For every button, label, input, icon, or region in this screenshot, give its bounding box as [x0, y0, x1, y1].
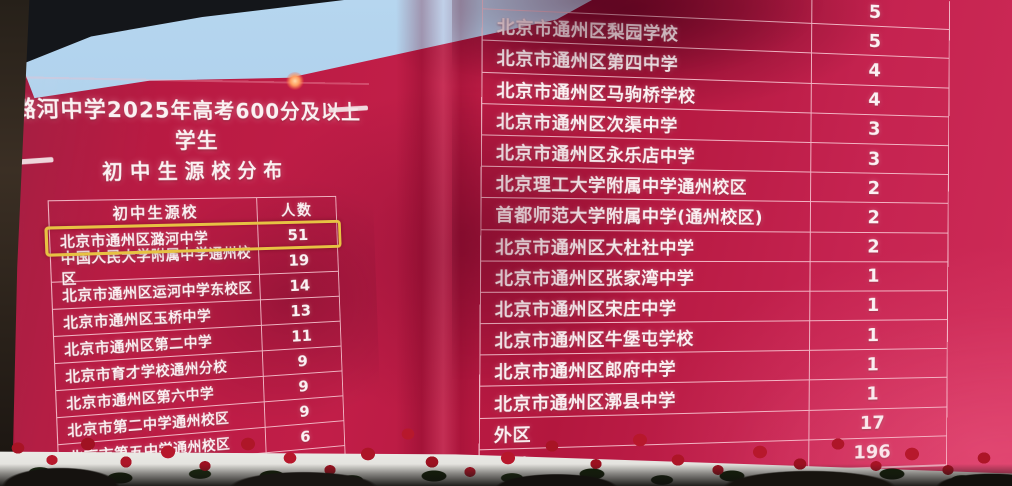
right-table-body: 5 北京市通州区梨园学校 5 北京市通州区第四中学 4 北京市通州区马驹桥学校 4 北京市通州… [479, 0, 950, 482]
student-count-cell: 3 [867, 147, 881, 170]
student-count-cell: 1 [866, 353, 879, 376]
student-count-cell: 1 [866, 382, 879, 405]
school-name-cell: 北京市通州区张家湾中学 [480, 261, 811, 292]
student-count-cell: 4 [868, 88, 881, 111]
table-row: 北京市通州区张家湾中学 1 [480, 261, 948, 293]
student-count-cell: 5 [868, 30, 882, 53]
student-count-cell: 2 [867, 236, 880, 258]
school-name-cell: 北京市通州区宋庄中学 [480, 291, 811, 324]
school-name-cell: 北京市通州区大杜社中学 [481, 229, 812, 261]
flower-bed [0, 414, 1012, 486]
page-title-line-1: 潞河中学2025年高考600分及以上学生 [12, 96, 362, 153]
student-count-cell: 1 [866, 265, 880, 287]
student-count-cell: 13 [290, 300, 312, 321]
student-count-cell: 2 [867, 177, 881, 199]
student-count-cell: 4 [868, 59, 881, 82]
table-row: 首都师范大学附属中学(通州校区) 2 [481, 198, 948, 234]
board-title: 潞河中学2025年高考600分及以上学生 初中生源校分布 [1, 93, 373, 188]
header-school-column: 初中生源校 [48, 198, 258, 228]
student-count-cell: 11 [290, 326, 313, 346]
right-source-school-table: 5 北京市通州区梨园学校 5 北京市通州区第四中学 4 北京市通州区马驹桥学校 4 北京市通州… [478, 0, 951, 483]
school-name-cell: 北京市通州区牛堡屯学校 [480, 321, 811, 355]
student-count-cell: 3 [867, 118, 881, 141]
student-count-cell: 51 [287, 225, 309, 245]
student-count-cell: 2 [867, 206, 880, 229]
school-name-cell: 首都师范大学附属中学(通州校区) [481, 198, 812, 232]
student-count-cell: 1 [866, 324, 880, 346]
student-count-cell: 1 [866, 294, 880, 317]
lens-flare-dot [286, 72, 304, 90]
table-row: 北京市通州区大杜社中学 2 [481, 229, 948, 263]
table-row: 北京市通州区宋庄中学 1 [480, 291, 948, 325]
crowd-silhouette [0, 464, 1012, 486]
student-count-cell: 19 [288, 250, 310, 270]
page-title-line-2: 初中生源校分布 [101, 158, 290, 185]
header-count-column: 人数 [280, 201, 314, 220]
student-count-cell: 14 [289, 275, 311, 296]
school-name-cell: 北京理工大学附属中学通州校区 [481, 166, 812, 202]
